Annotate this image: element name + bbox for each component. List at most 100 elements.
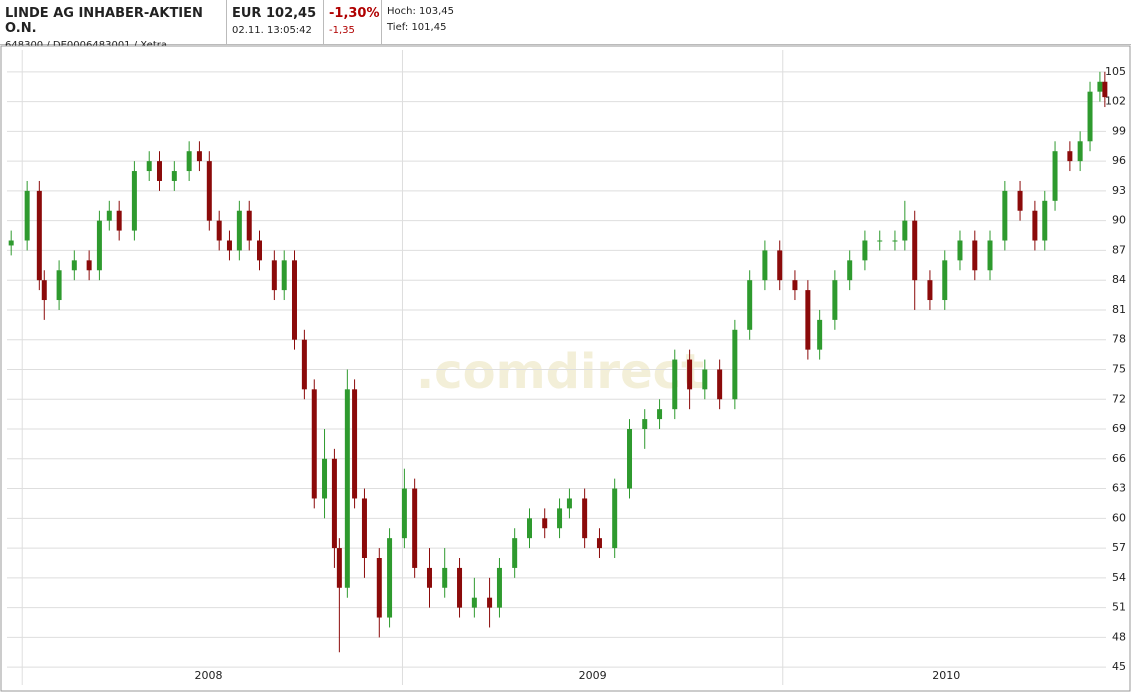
candle-body	[542, 518, 548, 529]
candle-body	[36, 190, 42, 281]
candle-body	[512, 538, 518, 568]
candle-body	[216, 220, 222, 241]
candle-body	[206, 161, 212, 221]
candle-body	[271, 260, 277, 291]
candle-body	[376, 558, 382, 618]
watermark: .comdirect	[416, 344, 704, 400]
candle-body	[832, 280, 838, 320]
candle-body	[1032, 210, 1038, 241]
y-tick-label: 51	[1112, 601, 1126, 614]
y-tick-label: 96	[1112, 154, 1126, 167]
candle-body	[612, 488, 618, 549]
candle-body	[672, 359, 678, 410]
candle-body	[331, 458, 337, 549]
candle-body	[257, 240, 263, 261]
candle-body	[442, 567, 448, 588]
candle-body	[487, 597, 493, 608]
candle-body	[96, 220, 102, 271]
candle-body	[527, 518, 533, 539]
candle-body	[336, 548, 342, 588]
candle-body	[942, 260, 948, 301]
candle-body	[596, 538, 602, 549]
candle-body	[387, 538, 393, 618]
candle-body	[281, 260, 287, 291]
chart: .comdirect 45 48 51 54 57 60 63 66 69 72 75 78 81 84 8…	[0, 45, 1131, 692]
candle-body	[1102, 81, 1108, 98]
candle-body	[927, 280, 933, 301]
y-tick-label: 54	[1112, 571, 1126, 584]
candle-body	[777, 250, 783, 281]
y-tick-label: 84	[1112, 273, 1126, 286]
candle-body	[762, 250, 768, 281]
candle-body	[301, 339, 307, 390]
quote-header: LINDE AG INHABER-AKTIEN O.N. 648300 / DE…	[0, 0, 1131, 51]
candle-body	[344, 389, 350, 588]
y-tick-label: 81	[1112, 303, 1126, 316]
candle-body	[496, 567, 502, 608]
y-tick-label: 72	[1112, 392, 1126, 405]
candle-body	[847, 260, 853, 281]
candle-body	[71, 260, 77, 271]
day-low: Tief: 101,45	[387, 22, 447, 33]
candle-body	[311, 389, 317, 499]
y-tick-label: 63	[1112, 482, 1126, 495]
candle-body	[226, 240, 232, 251]
candle-body	[86, 260, 92, 271]
candle-body	[702, 369, 708, 390]
candle-body	[291, 260, 297, 340]
y-tick-label: 69	[1112, 422, 1126, 435]
candle-body	[322, 458, 328, 499]
candle-body	[657, 409, 663, 420]
candle-body	[1087, 91, 1093, 142]
candle-body	[361, 498, 367, 558]
candle-body	[1067, 151, 1073, 162]
candle-body	[131, 171, 137, 231]
candle-body	[156, 161, 162, 181]
candle-body	[471, 597, 477, 608]
candle-body	[817, 319, 823, 350]
time: 02.11. 13:05:42	[232, 25, 312, 36]
y-tick-label: 60	[1112, 511, 1126, 524]
name-cell: LINDE AG INHABER-AKTIEN O.N. 648300 / DE…	[0, 0, 227, 51]
change-cell: -1,30% -1,35	[324, 0, 382, 44]
y-tick-label: 66	[1112, 452, 1126, 465]
y-tick-label: 90	[1112, 214, 1126, 227]
candle-body	[457, 567, 463, 608]
candle-body	[1017, 190, 1023, 211]
candle-body	[352, 389, 358, 499]
candle-body	[186, 151, 192, 172]
candle-body	[146, 161, 152, 172]
candle-body	[412, 488, 418, 568]
change-abs: -1,35	[329, 25, 355, 36]
y-tick-label: 87	[1112, 243, 1126, 256]
candle-body	[236, 210, 242, 251]
candle-body	[582, 498, 588, 539]
price-cell: EUR 102,45 02.11. 13:05:42	[227, 0, 324, 44]
candle-body	[116, 210, 122, 231]
candle-body	[401, 488, 407, 539]
candle-body	[877, 240, 883, 242]
change-pct: -1,30%	[329, 6, 380, 21]
candle-body	[902, 220, 908, 241]
y-tick-label: 102	[1105, 95, 1126, 108]
candle-body	[972, 240, 978, 271]
candle-body	[56, 270, 62, 301]
candle-body	[747, 280, 753, 330]
y-tick-label: 45	[1112, 660, 1126, 673]
candle-body	[1052, 151, 1058, 201]
candle-body	[557, 508, 563, 529]
candle-body	[1097, 81, 1103, 92]
candle-body	[24, 190, 30, 241]
candle-body	[196, 151, 202, 162]
y-tick-label: 75	[1112, 362, 1126, 375]
candle-body	[717, 369, 723, 400]
candle-body	[1042, 200, 1048, 241]
candle-body	[106, 210, 112, 221]
candle-body	[732, 329, 738, 400]
candle-body	[862, 240, 868, 261]
stock-name: LINDE AG INHABER-AKTIEN O.N.	[5, 6, 203, 36]
x-tick-label: 2010	[932, 669, 960, 682]
x-tick-label: 2008	[195, 669, 223, 682]
day-high: Hoch: 103,45	[387, 6, 455, 17]
